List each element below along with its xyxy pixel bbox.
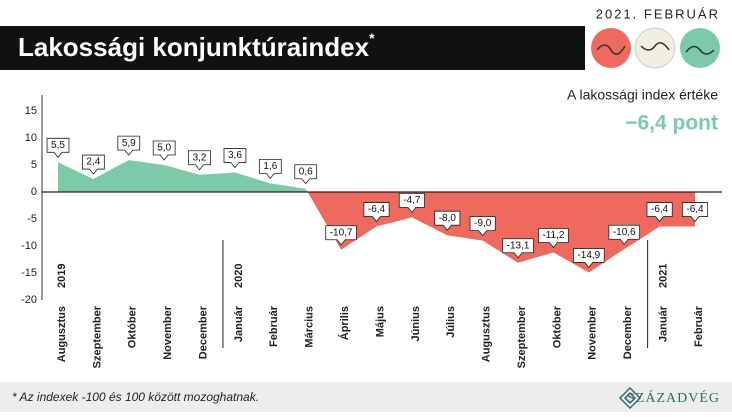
year-label: 2019 (56, 264, 68, 288)
title: Lakossági konjunktúraindex* (18, 30, 375, 62)
x-tick-label: November (162, 305, 174, 360)
y-tick-label: 10 (25, 132, 37, 144)
x-tick-label: Március (304, 306, 316, 348)
label-box (152, 140, 176, 161)
value-label: 3,6 (228, 150, 242, 161)
value-label: -6,4 (651, 204, 669, 215)
x-tick-label: Július (445, 306, 457, 338)
icon (634, 27, 676, 69)
x-tick-label: Szeptember (516, 305, 528, 368)
value-label: -10,6 (613, 227, 636, 238)
label-box (223, 148, 247, 169)
label-box (681, 202, 709, 223)
value-label: 2,4 (86, 157, 100, 168)
value-label: -4,7 (403, 195, 421, 206)
x-tick-label: Szeptember (91, 305, 103, 368)
year-label: 2020 (233, 264, 245, 288)
x-tick-label: December (197, 305, 209, 359)
icon (591, 28, 631, 68)
label-box (325, 225, 357, 246)
plot: 15 10 5 0 -5 -10 -15 -20 5,5 Augusztus 2,4 Szeptemb… (21, 95, 722, 368)
value-label: 5,9 (122, 138, 136, 149)
x-tick-label: Február (268, 305, 280, 347)
label-box (469, 216, 496, 237)
label-box (398, 192, 425, 214)
subtitle: A lakossági index értéke (567, 87, 718, 103)
y-tick-label: 0 (31, 186, 37, 198)
label-box (573, 248, 605, 269)
value-label: -10,7 (330, 227, 353, 238)
x-tick-label: Február (693, 305, 705, 347)
x-tick-label: Augusztus (56, 306, 68, 362)
value-label: -13,1 (507, 240, 530, 251)
y-tick-label: -15 (21, 267, 37, 279)
icon (680, 28, 720, 68)
value-label: 1,6 (263, 161, 277, 172)
label-box (82, 154, 105, 175)
x-tick-label: Október (551, 305, 563, 348)
x-tick-label: Január (658, 305, 670, 342)
y-tick-label: 5 (31, 159, 37, 171)
value-label: -8,0 (439, 213, 457, 224)
title-bar (0, 26, 585, 70)
label-box (117, 135, 141, 156)
label-box (363, 202, 390, 223)
value-label: -9,0 (474, 218, 492, 229)
value-label: -14,9 (577, 250, 600, 261)
x-tick-label: Január (233, 305, 245, 342)
icon-pattern (596, 42, 715, 55)
logo: SZÁZADVÉG (627, 389, 720, 406)
label-box (294, 164, 318, 185)
value-label: -11,2 (542, 230, 564, 241)
x-tick-label: Május (374, 306, 386, 337)
y-tick-label: -10 (21, 240, 37, 252)
x-tick-label: December (622, 305, 634, 359)
y-tick-label: -5 (27, 213, 37, 225)
value-label: 5,5 (51, 140, 65, 151)
value-label: -6,4 (686, 204, 704, 215)
footnote: * Az indexek -100 és 100 között mozoghat… (12, 390, 259, 404)
label-box (258, 158, 282, 180)
negative-area (58, 192, 695, 273)
y-tick-label: -20 (21, 294, 37, 306)
x-tick-label: Április (338, 306, 351, 340)
x-tick-label: November (587, 305, 599, 360)
year-label: 2021 (658, 264, 670, 288)
value-label: 5,0 (157, 143, 171, 154)
value-label: -6,4 (368, 204, 386, 215)
value-label: 0,6 (299, 166, 313, 177)
logo-icon (618, 386, 642, 410)
label-box (502, 238, 534, 259)
value-label: 3,2 (193, 152, 207, 163)
label-box (538, 228, 569, 249)
label-box (608, 224, 641, 245)
label-box (188, 150, 211, 171)
label-box (46, 137, 70, 158)
headline-value: −6,4 pont (625, 112, 718, 135)
positive-area (58, 160, 695, 192)
x-tick-label: Június (410, 306, 422, 341)
title-text: Lakossági konjunktúraindex (18, 32, 370, 62)
date: 2021. FEBRUÁR (596, 6, 720, 21)
label-box (434, 210, 461, 231)
label-box (646, 202, 673, 223)
y-tick-label: 15 (25, 105, 37, 117)
title-mark: * (369, 30, 375, 46)
footer-bar (0, 382, 732, 412)
x-tick-label: Augusztus (481, 306, 493, 362)
x-tick-label: Október (127, 305, 139, 348)
